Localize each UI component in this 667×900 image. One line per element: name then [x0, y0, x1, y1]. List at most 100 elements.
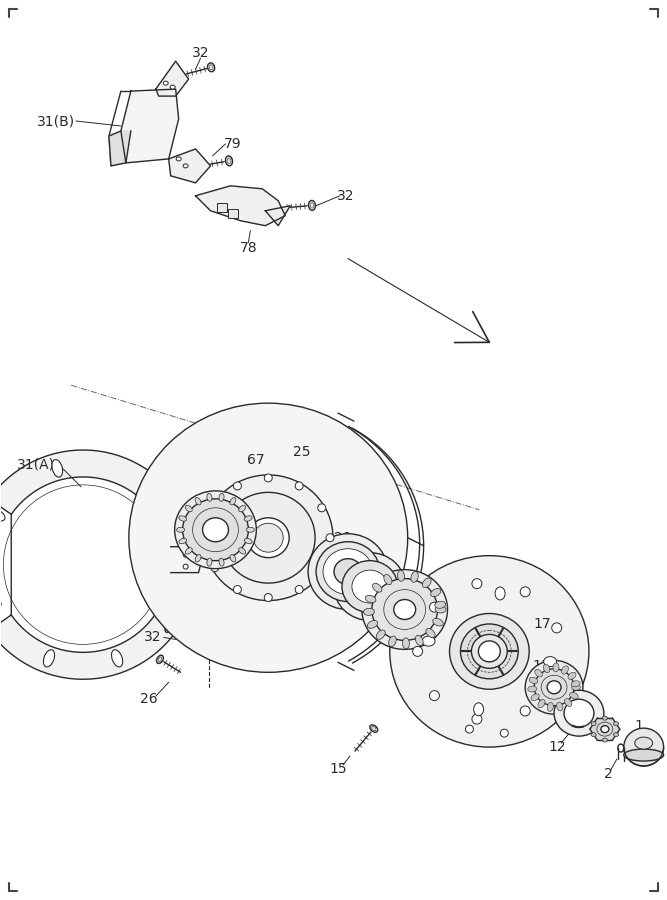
Ellipse shape — [185, 548, 192, 554]
Ellipse shape — [614, 733, 618, 736]
Ellipse shape — [426, 628, 435, 637]
Polygon shape — [0, 450, 197, 680]
Ellipse shape — [602, 738, 608, 742]
Ellipse shape — [591, 733, 596, 736]
Polygon shape — [590, 718, 620, 741]
Ellipse shape — [219, 558, 224, 566]
Ellipse shape — [422, 578, 431, 588]
Text: 32: 32 — [192, 46, 209, 60]
Ellipse shape — [431, 589, 441, 597]
Polygon shape — [265, 206, 290, 226]
Ellipse shape — [411, 572, 418, 582]
Text: 32: 32 — [338, 189, 355, 202]
Ellipse shape — [207, 493, 212, 501]
Ellipse shape — [225, 156, 233, 166]
Ellipse shape — [460, 624, 518, 679]
Ellipse shape — [179, 538, 187, 544]
Ellipse shape — [472, 634, 508, 669]
Ellipse shape — [317, 504, 325, 512]
Text: 78: 78 — [239, 240, 257, 255]
Ellipse shape — [564, 698, 572, 706]
Ellipse shape — [211, 563, 219, 572]
Ellipse shape — [177, 527, 185, 532]
Polygon shape — [109, 131, 131, 166]
Ellipse shape — [352, 570, 388, 603]
Ellipse shape — [308, 534, 388, 609]
Text: 79: 79 — [223, 137, 241, 151]
Ellipse shape — [264, 594, 272, 601]
Ellipse shape — [544, 657, 557, 667]
Ellipse shape — [520, 587, 530, 597]
Ellipse shape — [233, 482, 241, 490]
Ellipse shape — [538, 699, 545, 707]
Text: 28: 28 — [358, 546, 376, 561]
Ellipse shape — [244, 538, 252, 544]
Ellipse shape — [525, 661, 583, 715]
Ellipse shape — [564, 699, 594, 727]
Ellipse shape — [544, 664, 550, 673]
Ellipse shape — [534, 669, 574, 706]
Ellipse shape — [384, 574, 392, 585]
Polygon shape — [121, 89, 179, 163]
Ellipse shape — [244, 516, 252, 521]
Polygon shape — [155, 61, 189, 96]
Ellipse shape — [211, 504, 219, 512]
Ellipse shape — [364, 608, 374, 616]
Ellipse shape — [316, 542, 380, 601]
Ellipse shape — [466, 725, 474, 734]
Ellipse shape — [246, 527, 254, 532]
Ellipse shape — [342, 561, 398, 613]
Ellipse shape — [422, 636, 435, 646]
Ellipse shape — [435, 606, 446, 613]
Ellipse shape — [601, 725, 609, 733]
Ellipse shape — [394, 599, 416, 619]
Ellipse shape — [362, 570, 448, 650]
Ellipse shape — [495, 587, 505, 600]
Ellipse shape — [221, 492, 315, 583]
Ellipse shape — [372, 583, 382, 592]
Bar — [217, 202, 227, 211]
Ellipse shape — [450, 614, 529, 689]
Ellipse shape — [398, 571, 404, 581]
Ellipse shape — [207, 558, 212, 566]
Ellipse shape — [203, 475, 333, 600]
Ellipse shape — [474, 703, 484, 716]
Ellipse shape — [570, 692, 578, 699]
Ellipse shape — [531, 694, 539, 701]
Ellipse shape — [129, 403, 408, 672]
Ellipse shape — [572, 684, 580, 690]
Ellipse shape — [547, 680, 561, 694]
Ellipse shape — [435, 601, 446, 608]
Ellipse shape — [295, 482, 303, 490]
Ellipse shape — [334, 559, 362, 585]
Text: 10: 10 — [572, 702, 590, 716]
Text: 1: 1 — [634, 719, 643, 733]
Text: 2: 2 — [604, 767, 613, 781]
Ellipse shape — [157, 655, 163, 663]
Ellipse shape — [185, 506, 192, 512]
Text: 13: 13 — [532, 660, 550, 673]
Text: 26: 26 — [140, 692, 157, 706]
Ellipse shape — [0, 508, 5, 521]
Ellipse shape — [183, 164, 188, 168]
Ellipse shape — [413, 646, 423, 656]
Ellipse shape — [43, 650, 55, 667]
Ellipse shape — [552, 623, 562, 633]
Ellipse shape — [553, 663, 559, 672]
Ellipse shape — [239, 548, 245, 554]
Ellipse shape — [472, 579, 482, 589]
Ellipse shape — [203, 518, 228, 542]
Ellipse shape — [552, 670, 562, 680]
Ellipse shape — [239, 506, 245, 512]
Polygon shape — [169, 148, 211, 183]
Bar — [228, 209, 238, 218]
Polygon shape — [195, 185, 285, 226]
Ellipse shape — [264, 474, 272, 482]
Ellipse shape — [52, 460, 63, 477]
Ellipse shape — [402, 638, 410, 649]
Ellipse shape — [317, 563, 325, 572]
Polygon shape — [171, 546, 203, 572]
Ellipse shape — [602, 716, 608, 720]
Ellipse shape — [635, 737, 653, 749]
Ellipse shape — [368, 620, 378, 628]
